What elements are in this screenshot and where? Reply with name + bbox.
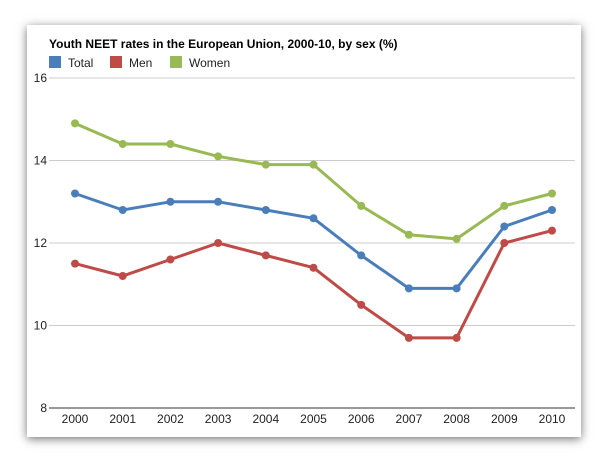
- line-chart: Youth NEET rates in the European Union, …: [34, 37, 575, 426]
- x-tick-label: 2002: [157, 412, 184, 426]
- data-point-total: [548, 206, 556, 214]
- x-tick-label: 2007: [396, 412, 423, 426]
- legend-swatch: [170, 56, 182, 68]
- data-point-total: [166, 197, 175, 206]
- legend: Total Men Women: [49, 56, 230, 70]
- data-point-men: [309, 263, 318, 272]
- data-point-total: [261, 206, 270, 214]
- y-tick-label: 14: [34, 154, 48, 168]
- data-point-men: [452, 333, 461, 342]
- x-tick-label: 2004: [252, 412, 279, 426]
- data-point-women: [261, 160, 270, 169]
- data-point-women: [500, 201, 509, 210]
- x-tick-label: 2006: [348, 412, 375, 426]
- x-axis-ticks: 2000 2001 2002 2003 2004 2005 2006 2007 2008 2009…: [62, 412, 566, 426]
- chart-card: Youth NEET rates in the European Union, …: [27, 25, 581, 437]
- y-tick-label: 10: [34, 319, 48, 333]
- data-point-men: [500, 239, 509, 247]
- data-point-total: [118, 206, 127, 214]
- data-point-men: [214, 239, 223, 247]
- legend-label: Men: [129, 56, 152, 70]
- x-tick-label: 2010: [539, 412, 566, 426]
- data-point-women: [404, 230, 413, 239]
- x-tick-label: 2000: [62, 412, 89, 426]
- x-tick-label: 2003: [205, 412, 232, 426]
- data-point-women: [357, 201, 366, 210]
- legend-label: Total: [68, 56, 93, 70]
- data-point-women: [214, 152, 223, 161]
- data-point-total: [452, 284, 461, 293]
- data-point-men: [357, 300, 366, 309]
- legend-swatch: [110, 56, 122, 68]
- y-tick-label: 12: [34, 236, 48, 250]
- y-tick-label: 16: [34, 71, 48, 85]
- data-point-total: [71, 189, 79, 198]
- data-point-total: [214, 197, 223, 206]
- series-group: [71, 119, 556, 342]
- data-point-men: [166, 255, 175, 264]
- data-point-total: [500, 222, 509, 231]
- data-point-total: [357, 251, 366, 260]
- data-point-men: [548, 226, 556, 235]
- chart-title: Youth NEET rates in the European Union, …: [49, 37, 398, 51]
- y-axis-ticks: 8 10 12 14 16: [34, 71, 48, 415]
- data-point-women: [71, 119, 79, 128]
- data-point-women: [309, 160, 318, 169]
- data-point-men: [118, 272, 127, 280]
- x-tick-label: 2001: [109, 412, 136, 426]
- data-point-total: [404, 284, 413, 293]
- x-tick-label: 2005: [300, 412, 327, 426]
- legend-swatch: [49, 56, 61, 68]
- data-point-women: [166, 140, 175, 148]
- data-point-men: [261, 251, 270, 260]
- data-point-men: [71, 259, 79, 268]
- x-tick-label: 2008: [443, 412, 470, 426]
- series-line-men: [73, 229, 554, 340]
- data-point-total: [309, 214, 318, 223]
- data-point-women: [118, 140, 127, 148]
- data-point-women: [452, 234, 461, 243]
- gridlines: [49, 77, 575, 409]
- legend-label: Women: [189, 56, 230, 70]
- data-point-women: [548, 189, 556, 198]
- y-tick-label: 8: [40, 401, 47, 415]
- data-point-men: [404, 333, 413, 342]
- x-tick-label: 2009: [491, 412, 518, 426]
- series-line-total: [73, 192, 554, 290]
